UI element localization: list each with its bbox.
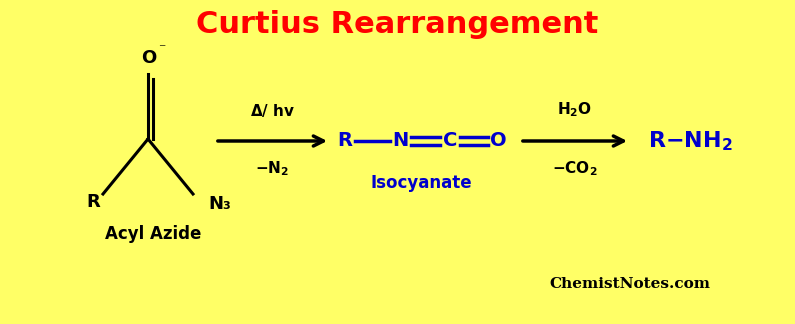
Text: O: O <box>142 49 157 67</box>
Text: ⁻: ⁻ <box>158 42 165 56</box>
Text: $\mathbf{H_2O}$: $\mathbf{H_2O}$ <box>557 100 592 119</box>
Text: Acyl Azide: Acyl Azide <box>105 225 201 243</box>
Text: $\mathbf{-N_2}$: $\mathbf{-N_2}$ <box>255 159 289 178</box>
Text: R: R <box>86 193 100 211</box>
Text: $\mathbf{-CO_2}$: $\mathbf{-CO_2}$ <box>553 159 598 178</box>
Text: N₃: N₃ <box>208 195 231 213</box>
Text: $\mathbf{R}$$\mathbf{-NH_2}$: $\mathbf{R}$$\mathbf{-NH_2}$ <box>648 129 732 153</box>
Text: ChemistNotes.com: ChemistNotes.com <box>549 277 711 291</box>
Text: N: N <box>392 132 408 151</box>
Text: O: O <box>490 132 506 151</box>
Text: R: R <box>338 132 352 151</box>
Text: C: C <box>443 132 457 151</box>
Text: Curtius Rearrangement: Curtius Rearrangement <box>196 10 599 39</box>
Text: $\mathbf{\Delta}$/ $\mathbf{hv}$: $\mathbf{\Delta}$/ $\mathbf{hv}$ <box>250 102 295 119</box>
Text: Isocyanate: Isocyanate <box>370 174 472 192</box>
